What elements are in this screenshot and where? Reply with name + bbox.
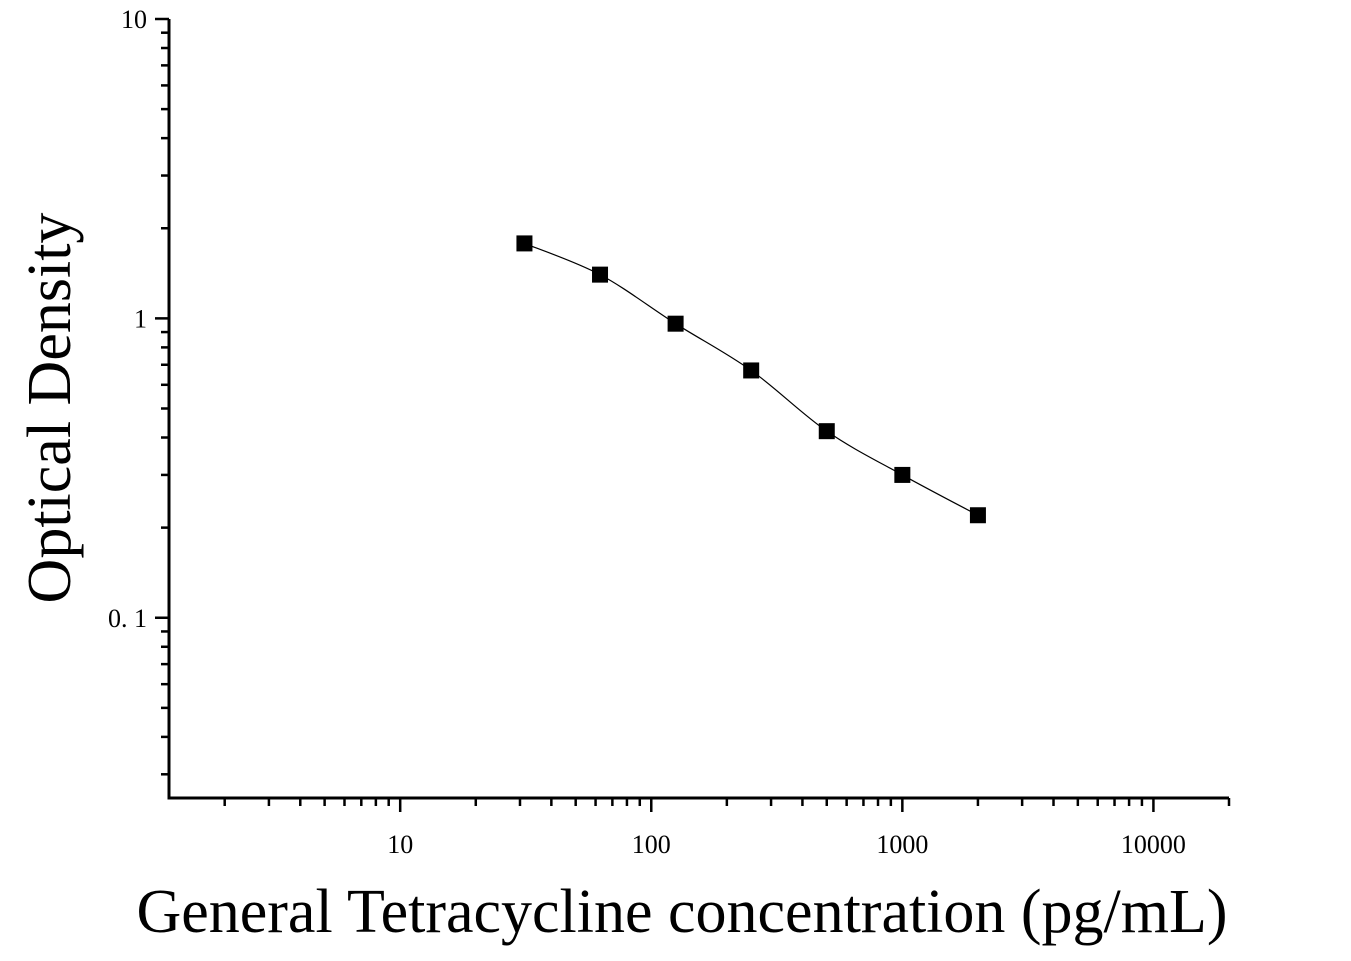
axes: 0. 1 1 10 10 100 1000 10000 <box>108 5 1231 859</box>
data-point <box>969 507 986 524</box>
data-points-layer <box>516 235 986 524</box>
data-point <box>592 266 609 283</box>
data-point <box>743 362 760 379</box>
x-tick-label: 1000 <box>876 830 928 859</box>
data-point <box>516 235 533 252</box>
data-point <box>818 423 835 440</box>
x-tick-label: 10 <box>387 830 413 859</box>
y-axis-title: Optical Density <box>16 213 84 604</box>
data-point <box>894 466 911 483</box>
x-tick-label: 100 <box>632 830 671 859</box>
y-tick-label: 10 <box>121 5 147 34</box>
x-tick-label: 10000 <box>1121 830 1186 859</box>
data-point <box>667 315 684 332</box>
x-axis-title: General Tetracycline concentration (pg/m… <box>136 878 1227 946</box>
y-tick-label: 1 <box>134 304 147 333</box>
y-tick-label: 0. 1 <box>108 604 147 633</box>
